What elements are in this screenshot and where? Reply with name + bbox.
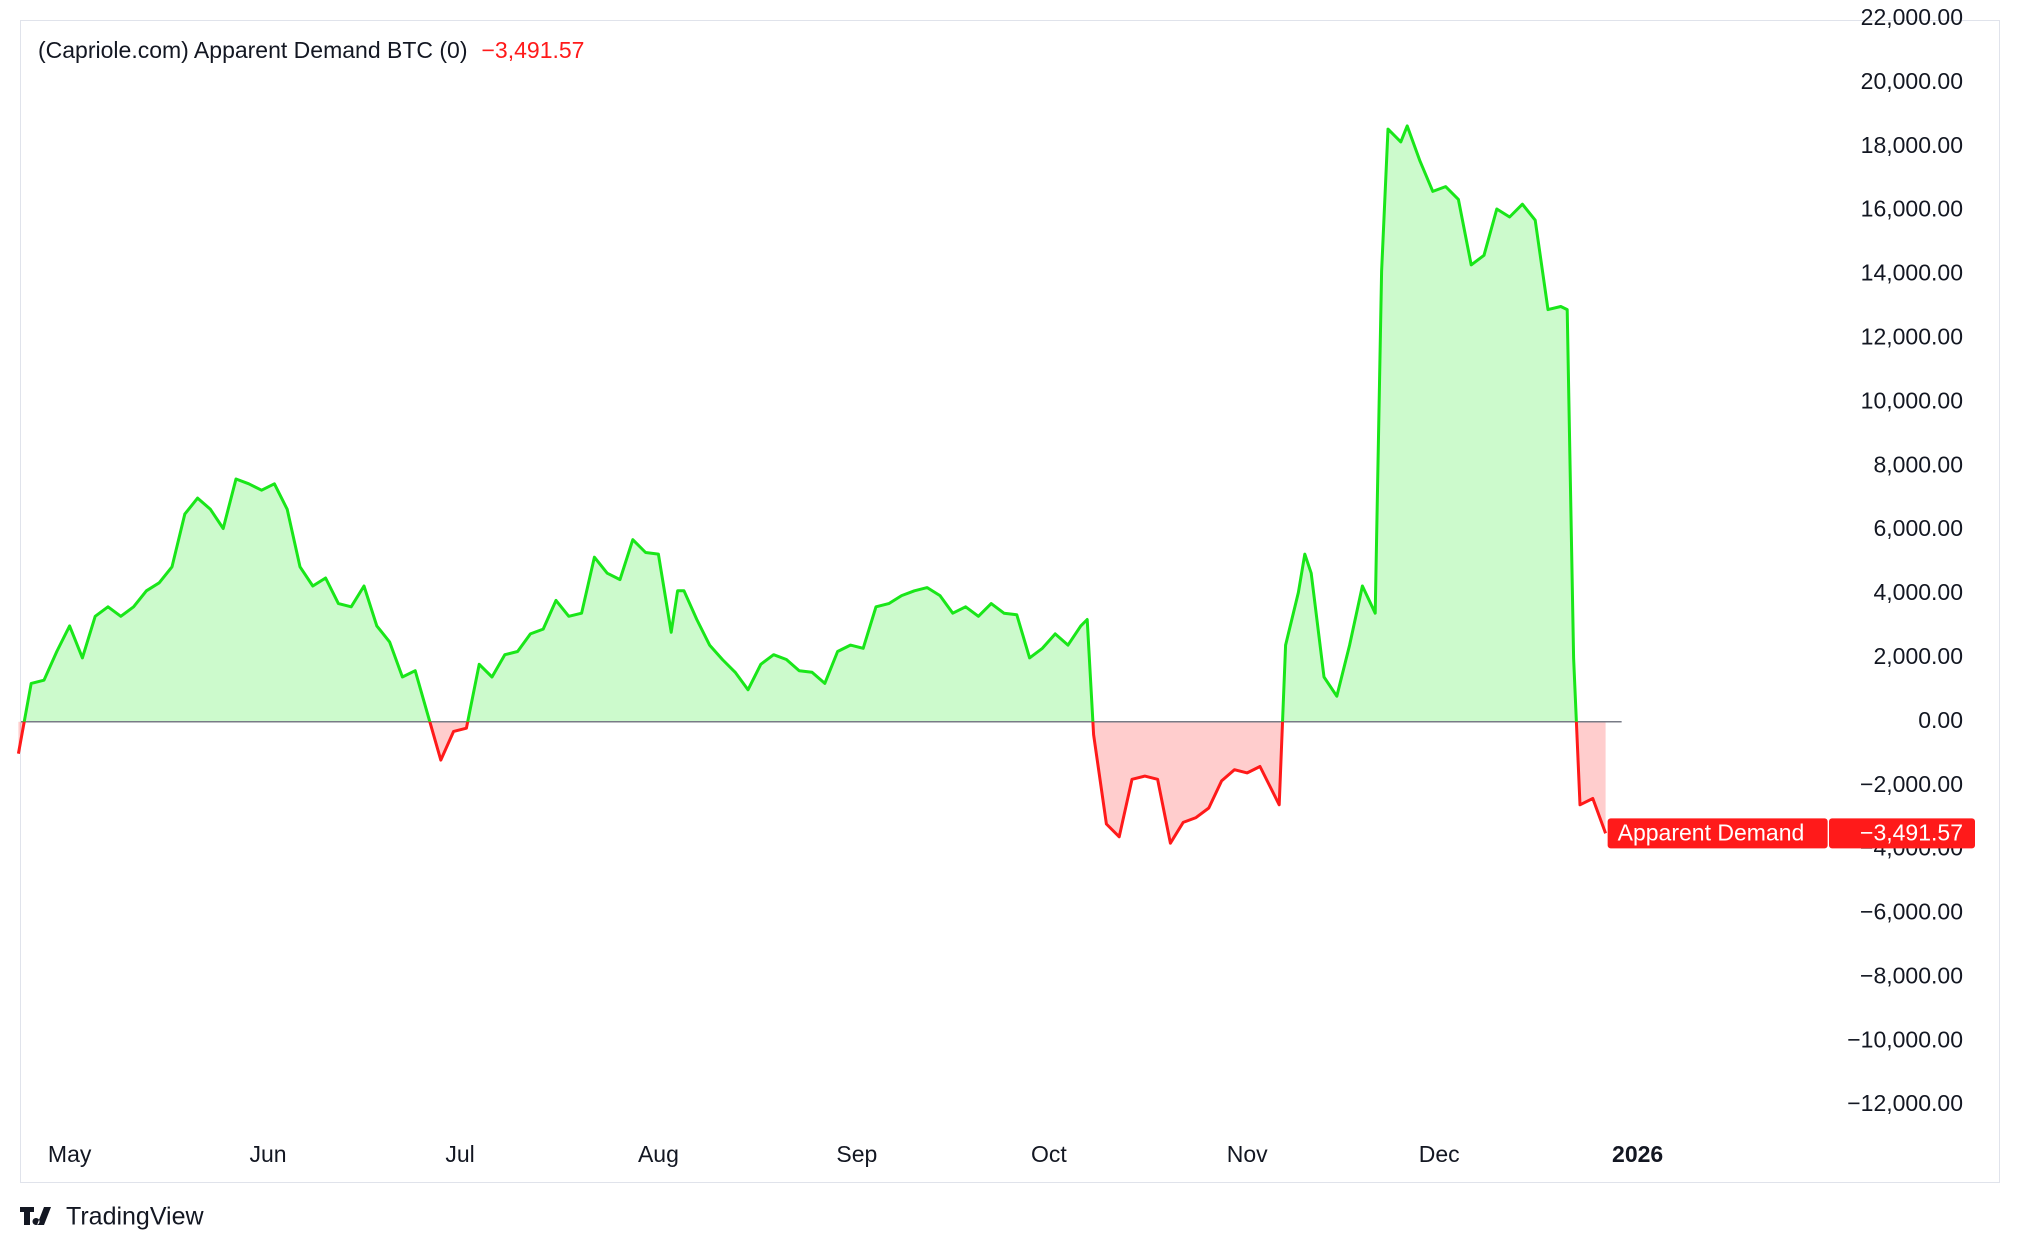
chart-frame: [20, 20, 2000, 1183]
y-tick-label: −10,000.00: [1847, 1026, 1963, 1052]
x-tick-label: 2026: [1612, 1141, 1663, 1167]
x-tick-label: Oct: [1031, 1141, 1067, 1167]
y-tick-label: 10,000.00: [1861, 387, 1963, 413]
logo-icon: [20, 1207, 51, 1226]
price-tag-value: −3,491.57: [1860, 819, 1963, 845]
brand-logo: TradingView: [20, 1203, 205, 1231]
y-tick-label: 18,000.00: [1861, 132, 1963, 158]
y-tick-label: 16,000.00: [1861, 196, 1963, 222]
x-tick-label: Aug: [638, 1141, 679, 1167]
line-positive: [22, 124, 1578, 722]
legend-value: −3,491.57: [482, 37, 585, 63]
y-tick-label: 12,000.00: [1861, 323, 1963, 349]
x-tick-label: May: [48, 1141, 92, 1167]
legend-title: (Capriole.com) Apparent Demand BTC (0): [38, 37, 468, 63]
y-tick-label: 20,000.00: [1861, 68, 1963, 94]
y-tick-label: 0.00: [1918, 707, 1963, 733]
y-tick-label: 2,000.00: [1873, 643, 1963, 669]
x-tick-label: Dec: [1419, 1141, 1460, 1167]
y-tick-label: 4,000.00: [1873, 579, 1963, 605]
area-positive: [24, 125, 1577, 722]
y-tick-label: 22,000.00: [1861, 4, 1963, 30]
y-tick-label: −12,000.00: [1847, 1090, 1963, 1116]
x-tick-label: Jul: [445, 1141, 474, 1167]
y-tick-label: 6,000.00: [1873, 515, 1963, 541]
area-negative: [18, 721, 1606, 844]
x-tick-label: Sep: [836, 1141, 877, 1167]
brand-name: TradingView: [66, 1203, 205, 1231]
y-tick-label: −8,000.00: [1860, 962, 1963, 988]
plot-area: [16, 124, 1622, 845]
series-tag-box: [1607, 818, 1828, 849]
x-tick-label: Nov: [1227, 1141, 1268, 1167]
y-tick-label: 8,000.00: [1873, 451, 1963, 477]
x-tick-label: Jun: [249, 1141, 286, 1167]
y-tick-label: 14,000.00: [1861, 260, 1963, 286]
line-negative: [16, 721, 1608, 845]
y-tick-label: −6,000.00: [1860, 899, 1963, 925]
series-tag-name: Apparent Demand: [1618, 819, 1805, 845]
y-tick-label: −2,000.00: [1860, 771, 1963, 797]
price-tag-box: [1829, 818, 1975, 849]
